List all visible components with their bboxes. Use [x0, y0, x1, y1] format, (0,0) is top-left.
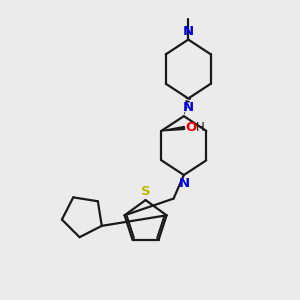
Text: N: N: [183, 25, 194, 38]
Text: N: N: [183, 100, 194, 113]
Text: S: S: [141, 185, 150, 198]
Text: H: H: [196, 121, 204, 134]
Text: O: O: [186, 121, 197, 134]
Polygon shape: [161, 127, 184, 131]
Text: N: N: [178, 177, 189, 190]
